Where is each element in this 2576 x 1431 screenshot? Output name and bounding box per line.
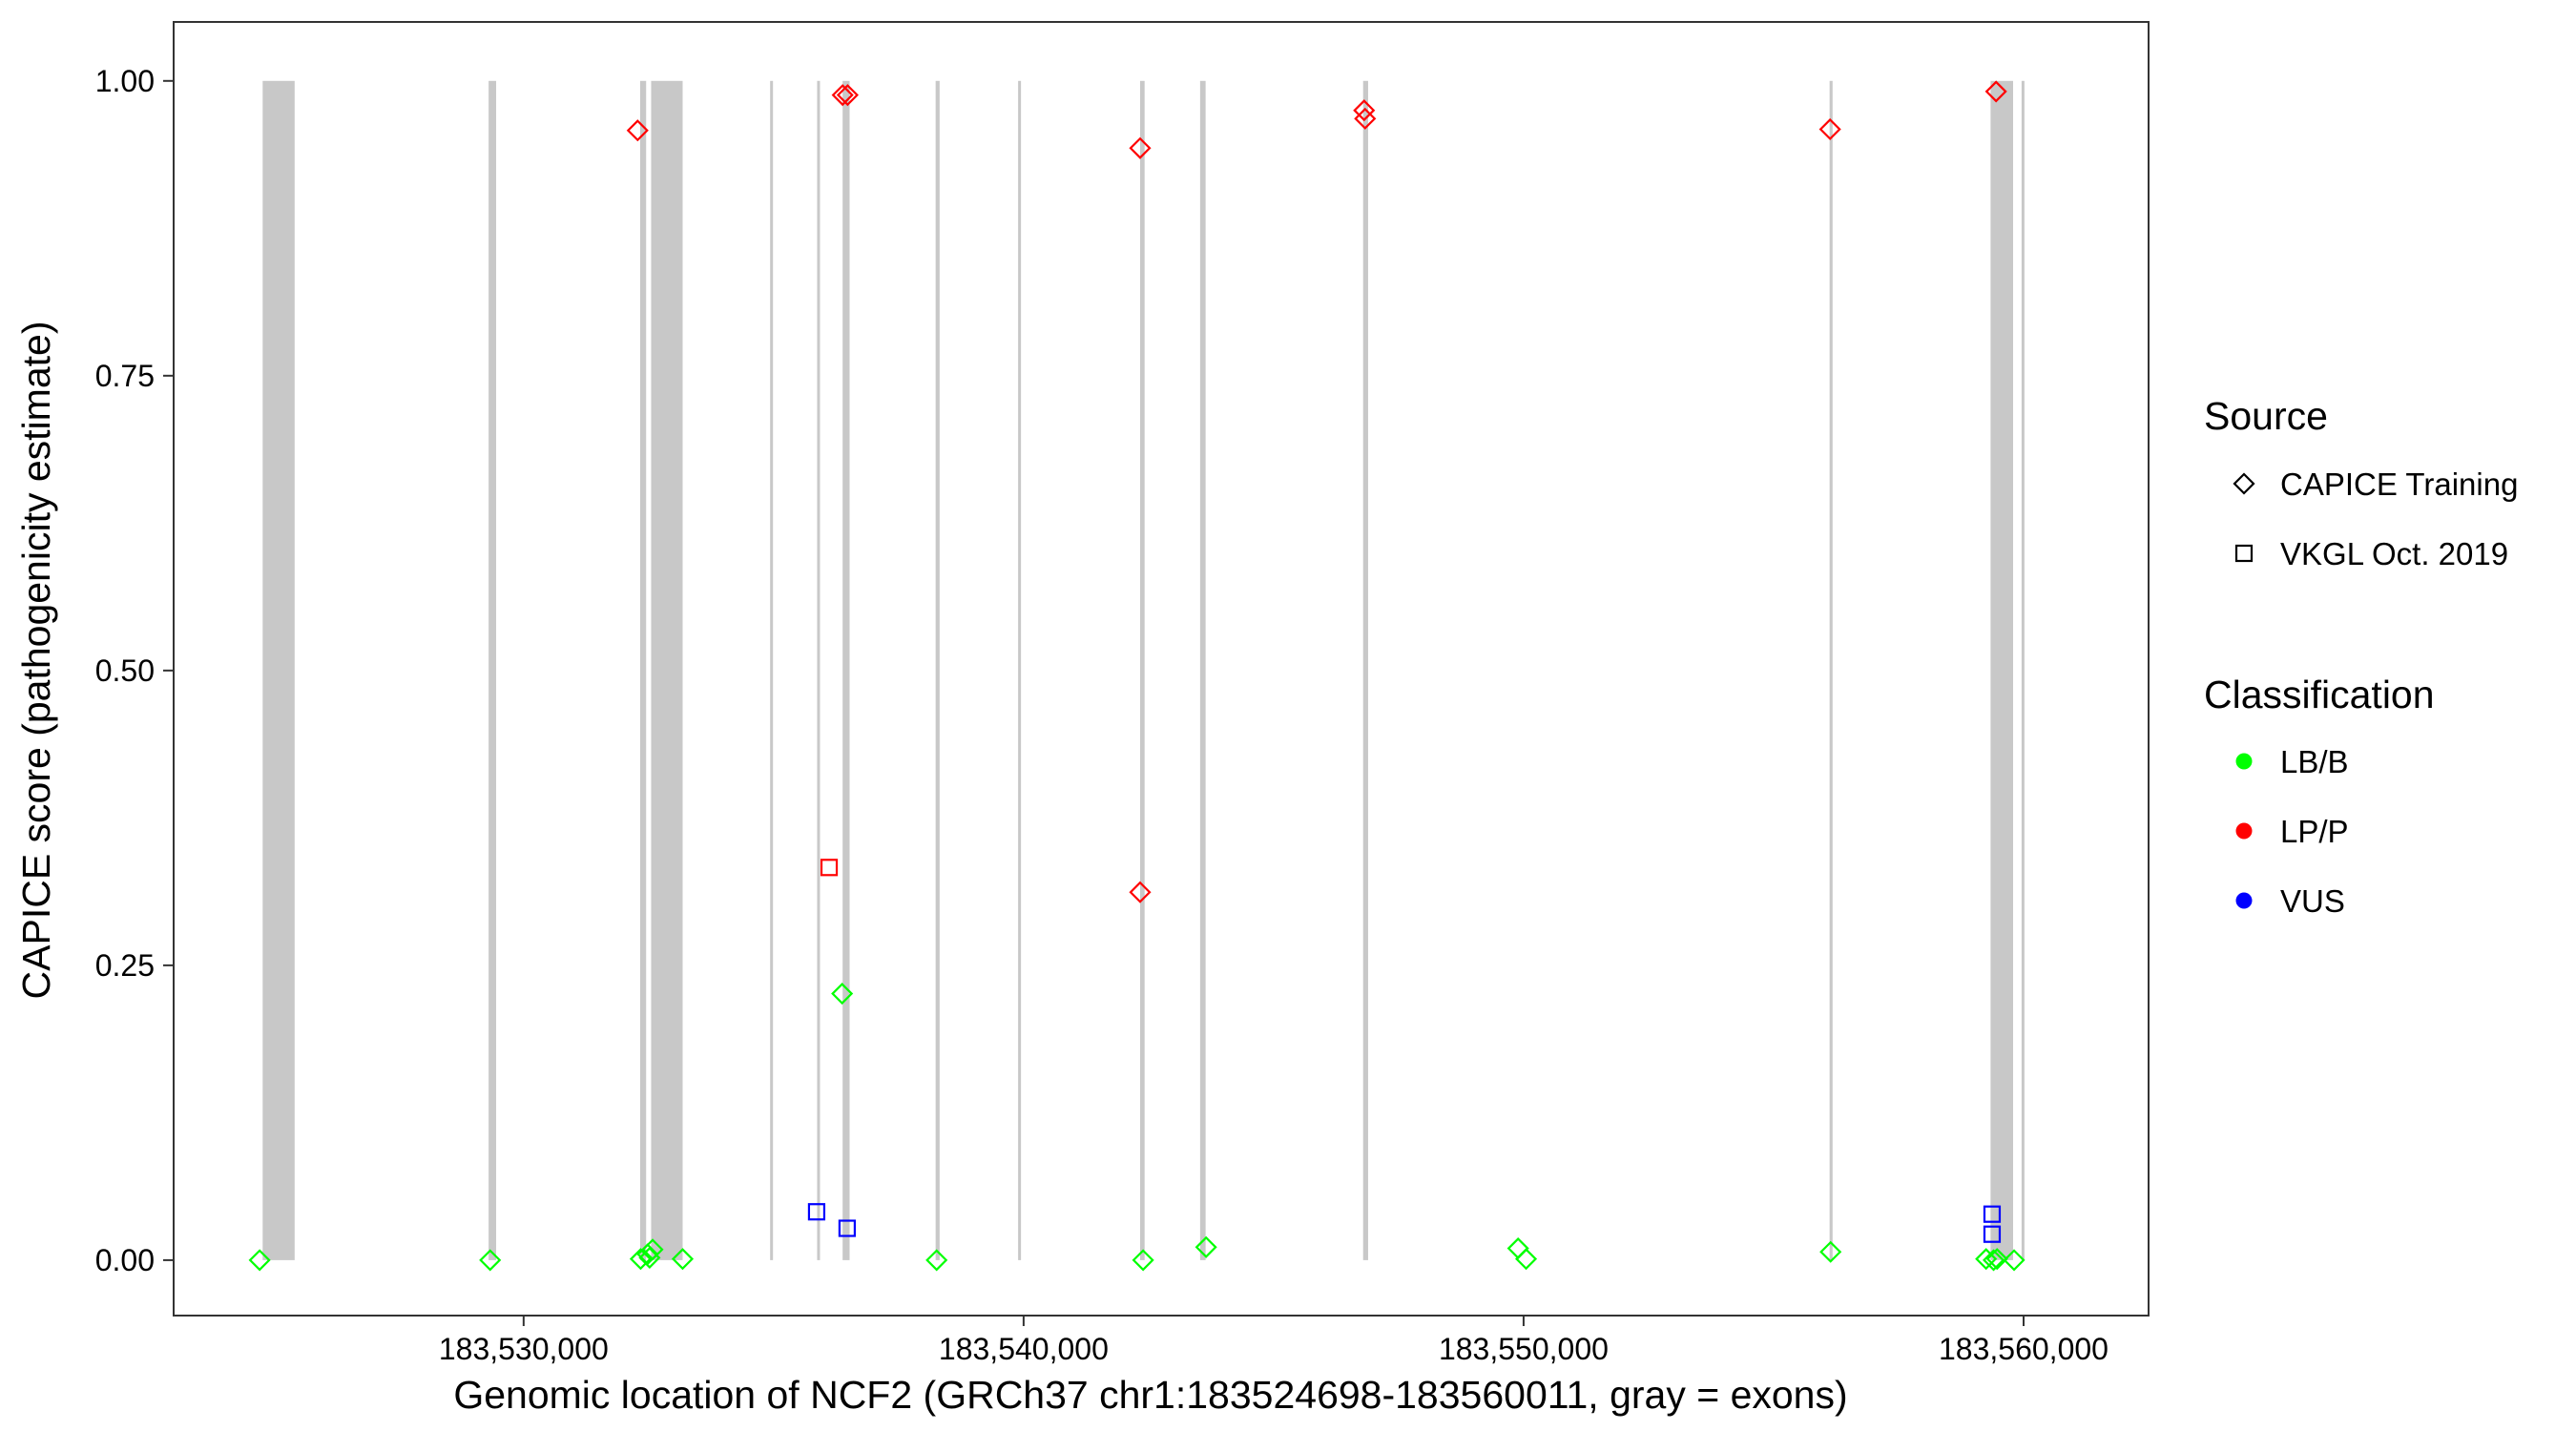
exon-bar-2 [488,80,497,1260]
exon-bar-8 [935,80,940,1260]
data-point-26 [1982,1249,2005,1272]
data-point-11 [248,1249,271,1272]
axis-layer: 183,530,000 183,540,000 183,550,000 183,560… [95,64,2109,1366]
legend-source-label-2: VKGL Oct. 2019 [2280,536,2508,571]
x-tick-label-4: 183,560,000 [1939,1332,2109,1366]
exon-bar-13 [1829,80,1833,1260]
data-point-17 [671,1248,695,1271]
exon-bar-5 [770,80,774,1260]
legend-source-key-2 [2234,544,2254,563]
data-point-5 [1353,99,1376,122]
y-tick-label-2: 0.25 [95,948,155,983]
legend-classification-title: Classification [2204,673,2435,716]
data-point-28 [2003,1249,2025,1272]
exon-layer [262,80,2025,1260]
data-point-29 [807,1203,826,1221]
exon-bar-11 [1199,80,1206,1260]
x-axis-label: Genomic location of NCF2 (GRCh37 chr1:18… [453,1373,1847,1417]
legend-class-label-3: VUS [2280,883,2345,919]
legend-class-label-2: LP/P [2280,814,2349,849]
data-point-24 [1819,1240,1842,1263]
y-axis-label: CAPICE score (pathogenicity estimate) [14,321,58,1000]
legend-source-label-1: CAPICE Training [2280,467,2518,502]
data-point-16 [638,1246,661,1269]
exon-bar-7 [842,80,850,1260]
data-point-6 [1354,107,1377,130]
data-point-19 [925,1249,948,1272]
x-tick-label-3: 183,550,000 [1439,1332,1609,1366]
x-tick-label-2: 183,540,000 [939,1332,1109,1366]
legend: Source Classification CAPICE Training VKG… [2204,394,2518,919]
data-point-12 [479,1249,502,1272]
y-tick-label-4: 0.75 [95,359,155,393]
data-point-25 [1975,1248,1998,1271]
exon-bar-4 [651,80,683,1260]
data-point-23 [1515,1248,1538,1271]
data-point-7 [1818,117,1841,141]
legend-class-items: LB/B LP/P VUS [2235,744,2349,919]
data-point-8 [1984,80,2007,103]
data-point-13 [629,1248,653,1271]
exon-bar-12 [1362,80,1368,1260]
legend-source-key-1 [2233,472,2255,495]
data-point-1 [626,119,649,142]
legend-class-label-1: LB/B [2280,744,2349,779]
exon-bar-3 [639,80,647,1260]
exon-bar-9 [1018,80,1022,1260]
data-point-14 [636,1243,659,1266]
data-point-31 [1983,1205,2002,1223]
legend-source-items: CAPICE Training VKGL Oct. 2019 [2233,467,2518,571]
exon-bar-14 [1990,80,2013,1260]
exon-bar-6 [817,80,821,1260]
data-point-2 [831,84,854,107]
data-point-20 [1132,1249,1154,1272]
legend-class-key-3 [2235,892,2253,909]
legend-class-key-2 [2235,822,2253,840]
y-tick-label-3: 0.50 [95,653,155,688]
legend-source-title: Source [2204,394,2328,438]
exon-bar-10 [1139,80,1145,1260]
data-point-32 [1983,1225,2002,1243]
exon-bar-1 [262,80,295,1260]
data-point-18 [831,982,854,1006]
y-tick-label-1: 0.00 [95,1243,155,1277]
data-point-15 [641,1238,664,1261]
x-tick-label-1: 183,530,000 [439,1332,609,1366]
data-point-9 [1129,881,1152,903]
data-point-4 [1129,136,1152,159]
data-point-3 [836,84,859,107]
data-point-10 [820,859,839,877]
legend-class-key-1 [2235,753,2253,770]
y-tick-label-5: 1.00 [95,64,155,98]
data-point-21 [1195,1235,1217,1258]
point-layer [248,80,2025,1272]
plot-border [173,21,2150,1317]
exon-bar-15 [2021,80,2025,1260]
data-point-30 [838,1219,856,1237]
data-point-27 [1985,1248,2008,1271]
